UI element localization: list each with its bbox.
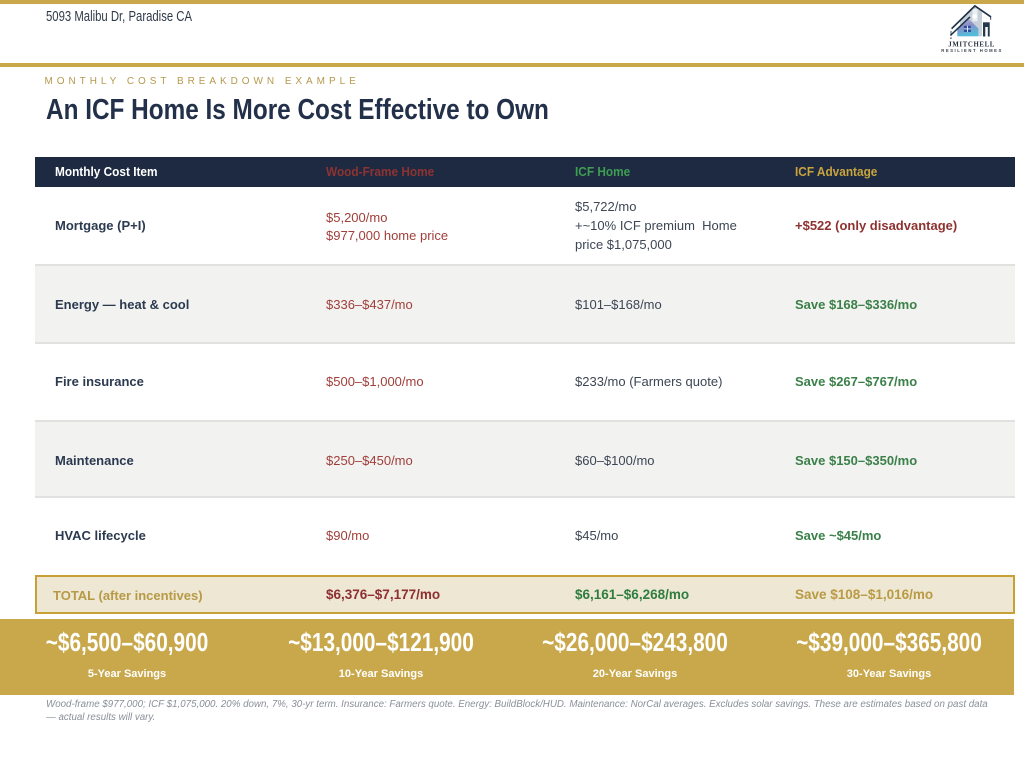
svg-text:JMITCHELL: JMITCHELL bbox=[948, 41, 994, 48]
svg-text:RESILIENT HOMES: RESILIENT HOMES bbox=[941, 48, 1001, 53]
